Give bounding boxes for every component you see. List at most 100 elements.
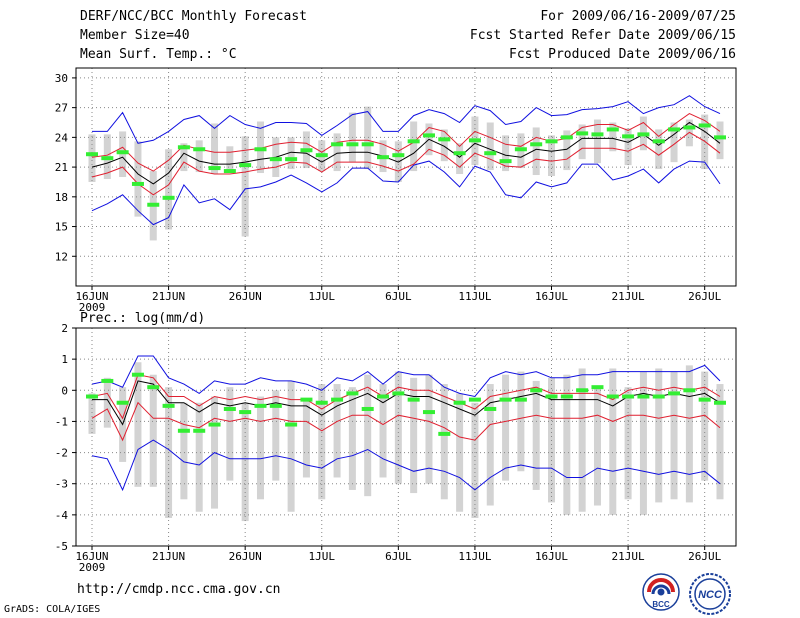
x-tick-label: 16JUN [75,290,108,303]
range-bar [88,134,96,182]
range-bar [685,365,693,503]
x-tick-label: 1JUL [309,290,336,303]
mean-line [92,380,721,426]
range-bar [134,362,142,487]
range-bar [348,387,356,490]
y-tick-label: -1 [55,415,68,428]
ensemble-marker [177,145,190,150]
ensemble-marker [208,422,221,427]
ensemble-marker [514,397,527,402]
ensemble-marker [147,385,160,390]
ensemble-marker [714,400,726,405]
member-size: Member Size=40 [80,28,190,43]
range-bar [272,390,280,481]
y-tick-label: 0 [61,384,68,397]
range-bar [593,387,601,506]
ensemble-marker [422,410,435,415]
ensemble-marker [315,153,328,158]
range-bar [578,368,586,512]
ensemble-marker [239,163,252,168]
y-tick-label: 21 [55,161,68,174]
ensemble-marker [361,406,374,411]
ensemble-marker [591,132,604,137]
range-bar [624,128,632,166]
range-bar [502,135,510,172]
ensemble-marker [668,391,681,396]
x-year-label: 2009 [79,301,106,314]
ensemble-marker [177,428,190,433]
ensemble-marker [331,142,344,147]
ensemble-marker [576,388,589,393]
ensemble-marker [560,135,573,140]
ensemble-marker [392,391,405,396]
ensemble-marker [637,132,650,137]
range-bar [440,384,448,500]
range-bar [394,371,402,484]
y-tick-label: -2 [55,447,68,460]
range-bar [670,122,678,163]
range-bar [456,143,464,175]
ensemble-marker [193,428,206,433]
inner-lower-line [91,131,721,196]
range-bar [134,141,142,217]
x-tick-label: 11JUL [458,550,491,563]
ensemble-marker [622,134,635,139]
range-bar [287,380,295,512]
range-bar [624,387,632,500]
range-bar [302,399,310,478]
range-bar [639,371,647,515]
ensemble-marker [530,142,543,147]
ensemble-marker [223,406,236,411]
inner-lower-line [91,401,721,442]
ensemble-marker [315,400,328,405]
ensemble-marker [101,378,114,383]
range-bar [241,402,249,522]
plot-frame [75,67,737,287]
ncc-logo: NCC [689,573,731,615]
ensemble-marker [254,147,267,152]
ensemble-marker [331,397,344,402]
ensemble-marker [269,157,282,162]
x-year-label: 2009 [79,561,106,574]
range-bar [103,377,111,428]
x-tick-label: 21JUN [152,550,185,563]
ensemble-marker [576,131,589,136]
ensemble-marker [683,125,696,130]
x-tick-label: 21JUN [152,290,185,303]
svg-text:BCC: BCC [652,600,670,609]
ensemble-marker [422,133,435,138]
source-url[interactable]: http://cmdp.ncc.cma.gov.cn [77,582,281,597]
range-bar [180,143,188,172]
ensemble-marker [652,394,665,399]
range-bar [287,137,295,170]
range-bar [593,119,601,164]
ensemble-marker [438,431,451,436]
y-tick-label: 2 [61,322,68,335]
y-tick-label: 18 [55,191,68,204]
grads-credit: GrADS: COLA/IGES [4,604,101,615]
ensemble-marker [377,155,390,160]
ensemble-marker [606,127,619,132]
ensemble-marker [407,397,420,402]
range-bar [578,124,586,160]
range-bar [165,149,173,230]
ensemble-marker [545,394,558,399]
ensemble-marker [530,388,543,393]
ensemble-marker [438,137,451,142]
ensemble-marker [560,394,573,399]
range-bar [195,402,203,512]
range-bar [379,384,387,478]
x-tick-label: 1JUL [309,550,336,563]
range-bar [88,393,96,434]
ensemble-marker [147,202,160,207]
ensemble-marker [453,400,466,405]
range-bar [364,106,372,170]
x-tick-label: 6JUL [385,550,412,563]
ensemble-marker [453,151,466,156]
range-bar [241,136,249,237]
x-tick-label: 16JUL [535,550,568,563]
range-bar [532,380,540,490]
svg-text:NCC: NCC [698,589,723,601]
ensemble-marker [131,372,144,377]
ensemble-marker [239,410,252,415]
